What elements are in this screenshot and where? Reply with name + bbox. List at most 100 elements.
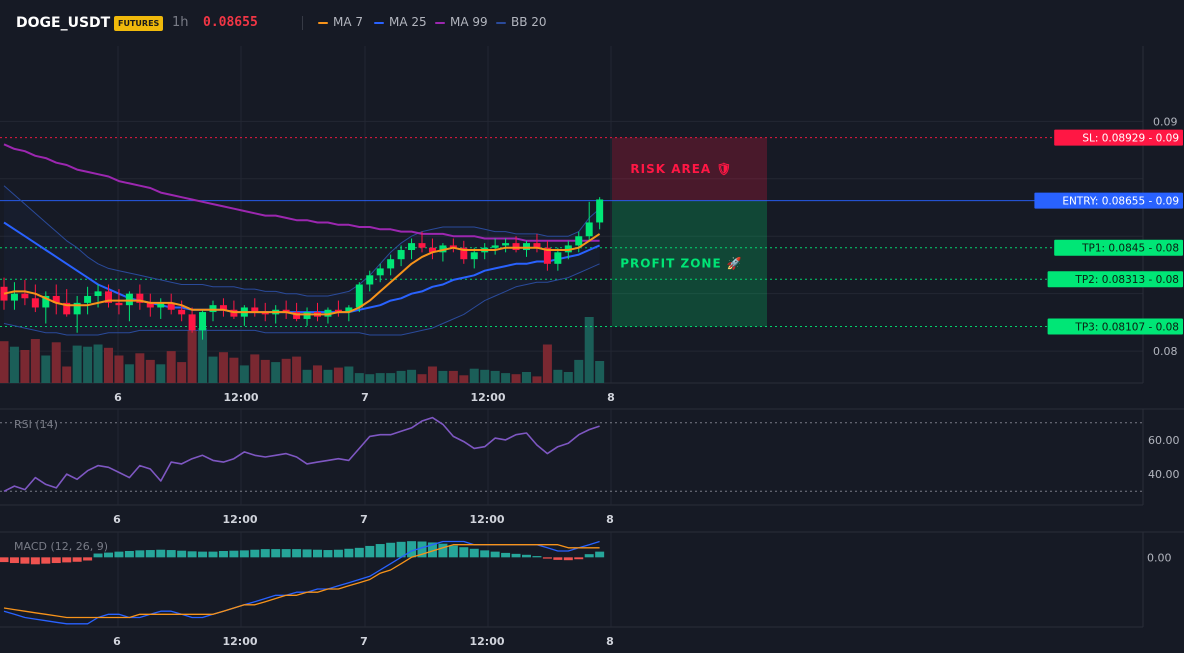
legend-bb20[interactable]: BB 20 [496, 15, 547, 29]
legend-ma99-label: MA 99 [450, 15, 488, 29]
volume-bar [20, 350, 30, 383]
macd-histogram-bar [114, 551, 124, 558]
macd-histogram-bar [292, 549, 302, 558]
candle-body [261, 312, 269, 315]
interval-selector[interactable]: 1h [172, 15, 189, 30]
macd-histogram-bar [20, 557, 30, 564]
macd-histogram-bar [218, 551, 228, 558]
volume-bar [93, 344, 103, 383]
macd-histogram-bar [83, 557, 93, 561]
candle-body [125, 293, 133, 306]
macd-signal-line [3, 544, 600, 619]
macd-histogram-bar [396, 541, 406, 558]
time-axis-label: 12:00 [470, 391, 505, 404]
legend-ma25[interactable]: MA 25 [374, 15, 427, 29]
profit-zone [612, 200, 767, 327]
candle-body [178, 309, 186, 315]
volume-bar [574, 359, 584, 383]
candle-body [303, 312, 311, 319]
macd-histogram-bar [354, 547, 364, 558]
macd-histogram-bar [574, 557, 584, 560]
candle-body [449, 245, 457, 248]
legend-ma7-swatch [318, 21, 328, 24]
time-axis-label: 12:00 [223, 391, 258, 404]
chart-header: DOGE_USDT FUTURES 1h 0.08655 MA 7 MA 25 … [0, 0, 1184, 46]
volume-bar [124, 364, 134, 383]
volume-bar [250, 354, 260, 383]
candle-body [554, 252, 562, 264]
candle-body [564, 245, 572, 253]
symbol-name[interactable]: DOGE_USDT [16, 15, 111, 31]
macd-histogram-bar [333, 549, 343, 558]
macd-histogram-bar [595, 551, 605, 558]
macd-histogram-bar [313, 549, 322, 558]
candle-body [334, 309, 342, 313]
volume-bar [198, 328, 208, 383]
ma99-line [3, 143, 600, 242]
candle-body [376, 268, 384, 276]
legend-ma7[interactable]: MA 7 [318, 15, 363, 29]
ma7-line [3, 233, 601, 316]
price-level-tag-label: ENTRY: 0.08655 - 0.09 [1062, 196, 1179, 208]
volume-bar [584, 317, 594, 383]
volume-bar [229, 357, 239, 383]
candle-body [366, 275, 374, 285]
candle-body [324, 309, 332, 317]
volume-bar [501, 373, 511, 383]
profit-zone-label: PROFIT ZONE 🚀 [620, 257, 743, 271]
macd-histogram-bar [229, 550, 239, 558]
macd-histogram-bar [145, 550, 155, 558]
macd-histogram-bar [302, 549, 312, 558]
candle-body [42, 295, 50, 308]
rsi-tick-label: 40.00 [1148, 468, 1180, 481]
volume-bar [292, 356, 302, 383]
time-axis-label: 12:00 [469, 635, 504, 648]
volume-bar [480, 369, 490, 383]
futures-badge: FUTURES [114, 16, 164, 31]
candle-body [94, 291, 102, 296]
macd-histogram-bar [365, 545, 375, 558]
macd-histogram-bar [41, 557, 51, 564]
time-axis-label: 8 [606, 635, 614, 648]
candle-body [136, 293, 144, 303]
volume-bar [72, 345, 82, 383]
legend-ma99[interactable]: MA 99 [435, 15, 488, 29]
price-tick-label: 0.09 [1153, 115, 1178, 128]
volume-bar [459, 375, 469, 383]
volume-bar [145, 359, 155, 383]
macd-histogram-bar [166, 550, 176, 558]
candle-body [84, 295, 92, 303]
price-level-tag [1047, 271, 1183, 288]
candle-body [533, 243, 541, 248]
macd-histogram-bar [9, 557, 19, 564]
candle-body [408, 243, 416, 251]
macd-histogram-bar [448, 545, 458, 558]
volume-bar [448, 370, 458, 383]
macd-histogram-bar [344, 548, 354, 558]
macd-histogram-bar [260, 549, 270, 558]
macd-histogram-bar [124, 551, 134, 558]
volume-bar [208, 356, 218, 383]
bb20-lower-line [3, 263, 600, 336]
macd-histogram-bar [407, 541, 417, 558]
candle-body [251, 307, 259, 313]
risk-area-label: RISK AREA 🛡 [630, 162, 732, 176]
macd-histogram-bar [511, 553, 521, 558]
price-level-tag [1054, 129, 1183, 146]
macd-histogram-bar [104, 552, 113, 558]
volume-bar [511, 374, 521, 383]
volume-bar [9, 346, 19, 383]
price-level-tag [1047, 318, 1183, 335]
macd-histogram-bar [501, 552, 511, 558]
volume-bar [365, 374, 375, 383]
candle-body [219, 305, 227, 310]
last-price: 0.08655 [203, 15, 258, 30]
volume-bar [177, 362, 187, 383]
price-level-tag-label: TP2: 0.08313 - 0.08 [1074, 274, 1179, 286]
time-axis-label: 8 [607, 391, 615, 404]
macd-histogram-bar [156, 549, 166, 558]
candle-body [397, 250, 405, 260]
macd-histogram-bar [239, 550, 249, 558]
volume-bar [156, 364, 166, 383]
